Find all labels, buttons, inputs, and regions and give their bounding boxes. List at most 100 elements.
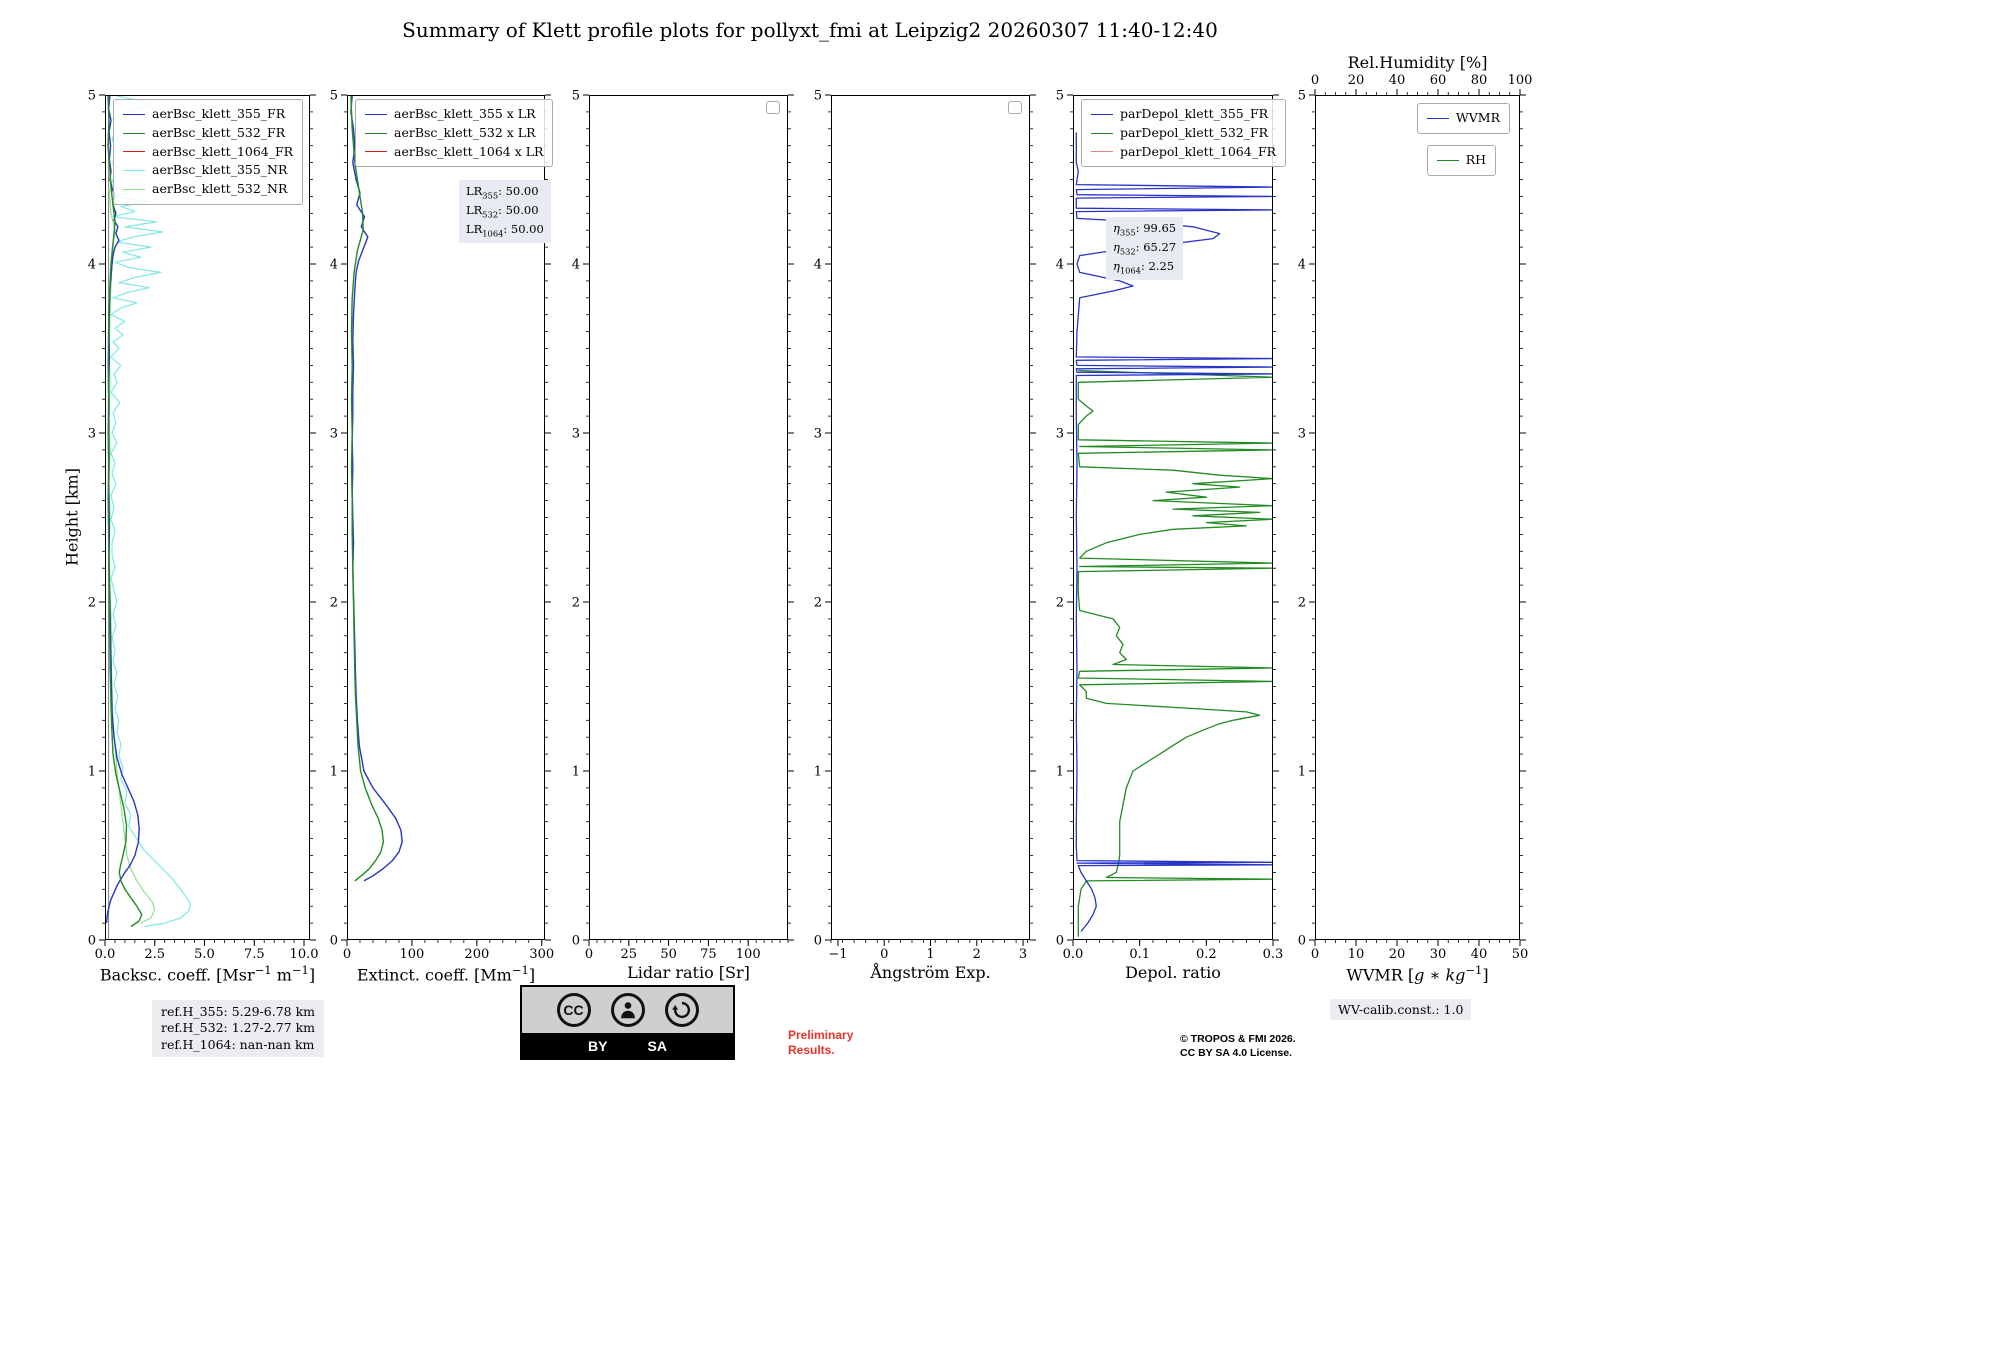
y-tick-label: 5 (1056, 89, 1064, 104)
y-tick-label: 2 (88, 596, 96, 611)
x-tick-label: 1 (926, 947, 934, 962)
legend-empty (1008, 101, 1022, 114)
preliminary-line1: Preliminary (788, 1028, 854, 1042)
series-group (105, 95, 192, 940)
cc-person-icon (610, 993, 645, 1027)
cc-sa-label: SA (647, 1037, 667, 1054)
series-parDepol_klett_532_FR (1077, 369, 1273, 937)
top-tick-label: 100 (1508, 73, 1533, 88)
legend-item: aerBsc_klett_532 x LR (365, 124, 543, 143)
y-tick-label: 0 (814, 934, 822, 949)
plot-frame (105, 95, 310, 940)
annotation-line: η355: 99.65 (1113, 221, 1177, 238)
y-tick-label: 2 (1056, 596, 1064, 611)
legend-swatch (1436, 159, 1459, 161)
subplot-wvmr: WVMR [g ∗ kg−1] Rel.Humidity [%] 0 10 20 30… (1298, 53, 1533, 984)
legend-item: aerBsc_klett_1064 x LR (365, 143, 543, 162)
preliminary-line2: Results. (788, 1043, 835, 1057)
x-tick-label: 5.0 (194, 947, 215, 962)
y-axis-label: Height [km] (62, 468, 82, 566)
subplot-angstrom: Ångström Exp. −1 0 1 2 3 0 1 2 3 4 5 (814, 89, 1036, 982)
series-aerBsc_klett_355_NR (110, 95, 192, 928)
x-tick-label: 0 (880, 947, 888, 962)
x-tick-label: 0 (585, 947, 593, 962)
legend-label: aerBsc_klett_1064_FR (152, 143, 294, 159)
x-axis-label-lidar-ratio: Lidar ratio [Sr] (627, 963, 750, 982)
axis-ticks: 0.0 2.5 5.0 7.5 10.0 0 1 2 3 4 5 (88, 89, 319, 963)
x-tick-label: 0.0 (95, 947, 116, 962)
y-tick-label: 3 (1298, 427, 1306, 442)
plot-frame (1315, 95, 1520, 940)
copyright-line1: © TROPOS & FMI 2026. (1180, 1033, 1296, 1045)
y-tick-label: 4 (814, 258, 822, 273)
subplot-lidar-ratio: Lidar ratio [Sr] 0 25 50 75 100 0 1 2 3 4 5 (572, 89, 794, 982)
legend-item: RH (1436, 151, 1486, 170)
x-tick-label: 10 (1348, 947, 1365, 962)
annotation-box: LR355: 50.00 LR532: 50.00 LR1064: 50.00 (459, 180, 551, 244)
legend-swatch (365, 132, 387, 134)
y-tick-label: 4 (330, 258, 338, 273)
copyright-note: © TROPOS & FMI 2026. CC BY SA 4.0 Licens… (1180, 1033, 1296, 1060)
x-axis-label-depol: Depol. ratio (1125, 963, 1221, 982)
plot-canvas-angstrom-exponent: −1 0 1 2 3 0 1 2 3 4 5 (814, 89, 1036, 962)
legend-swatch (1091, 113, 1113, 115)
annotation-line: η1064: 2.25 (1113, 259, 1175, 276)
legend-label: aerBsc_klett_532 x LR (394, 124, 536, 140)
top-tick-label: 60 (1430, 73, 1447, 88)
legend-empty (766, 101, 780, 114)
y-tick-label: 2 (330, 596, 338, 611)
legend-swatch (1091, 151, 1113, 153)
x-tick-label: 0.3 (1263, 947, 1284, 962)
y-tick-label: 4 (1298, 258, 1306, 273)
axis-ticks: 0 25 50 75 100 0 1 2 3 4 5 (572, 89, 794, 962)
person-icon (620, 1002, 635, 1019)
legend-label: aerBsc_klett_355 x LR (394, 106, 536, 121)
legend-label: parDepol_klett_1064_FR (1120, 143, 1277, 159)
legend-swatch (365, 151, 387, 153)
y-tick-label: 0 (1056, 934, 1064, 949)
legend-item: WVMR (1426, 109, 1500, 128)
x-axis-label-backscatter: Backsc. coeff. [Msr−1 m−1] (99, 963, 316, 985)
legend-label: RH (1465, 152, 1486, 167)
top-tick-label: 40 (1389, 73, 1406, 88)
y-tick-label: 5 (330, 89, 338, 104)
y-tick-label: 3 (88, 427, 96, 442)
cc-by-label: BY (588, 1037, 608, 1054)
legend-item: parDepol_klett_355_FR (1091, 105, 1276, 124)
series-group (1075, 132, 1273, 937)
plot-canvas-extinction-coefficient: 0 100 200 300 0 1 2 3 4 5 (330, 89, 554, 963)
legend-label: WVMR (1455, 110, 1500, 125)
x-tick-label: 40 (1471, 947, 1488, 962)
x-tick-label: 3 (1019, 947, 1027, 962)
series-aerBsc_klett_355_x_LR (350, 95, 403, 882)
figure-title: Summary of Klett profile plots for polly… (402, 18, 1218, 42)
legend-swatch (1091, 132, 1113, 134)
x-tick-label: −1 (828, 947, 847, 962)
x-tick-label: 50 (1512, 947, 1529, 962)
cc-license-badge: CC BY SA (520, 985, 735, 1060)
y-tick-label: 1 (1298, 765, 1306, 780)
y-tick-label: 3 (814, 427, 822, 442)
x-tick-label: 2 (973, 947, 981, 962)
legend-label: aerBsc_klett_1064 x LR (394, 143, 544, 159)
x-tick-label: 7.5 (244, 947, 265, 962)
x-tick-label: 20 (1389, 947, 1406, 962)
series-aerBsc_klett_532_FR (107, 95, 143, 928)
legend-item: aerBsc_klett_532_FR (123, 124, 293, 143)
y-tick-label: 0 (572, 934, 580, 949)
plot-canvas-backscatter-coefficient: 0.0 2.5 5.0 7.5 10.0 0 1 2 3 4 5 (88, 89, 319, 963)
subplot-extinction: Extinct. coeff. [Mm−1] 0 100 200 300 0 1 2 3 4 5 a… (330, 89, 554, 985)
axis-ticks: 0.0 0.1 0.2 0.3 0 1 2 3 4 5 (1056, 89, 1284, 963)
legend-box: aerBsc_klett_355 x LR aerBsc_klett_532 x … (355, 99, 554, 168)
legend-swatch (123, 113, 145, 115)
y-tick-label: 5 (814, 89, 822, 104)
x-tick-label: 0 (1311, 947, 1319, 962)
y-tick-label: 3 (572, 427, 580, 442)
legend-box: aerBsc_klett_355_FR aerBsc_klett_532_FR ae… (113, 99, 304, 205)
preliminary-results-note: Preliminary Results. (788, 1028, 853, 1058)
reference-height-box: ref.H_355: 5.29-6.78 km ref.H_532: 1.27-… (152, 1000, 325, 1057)
cc-badge-bar: BY SA (522, 1033, 733, 1058)
annotation-line: η532: 65.27 (1113, 240, 1177, 257)
legend-WVMR: WVMR (1416, 103, 1510, 134)
